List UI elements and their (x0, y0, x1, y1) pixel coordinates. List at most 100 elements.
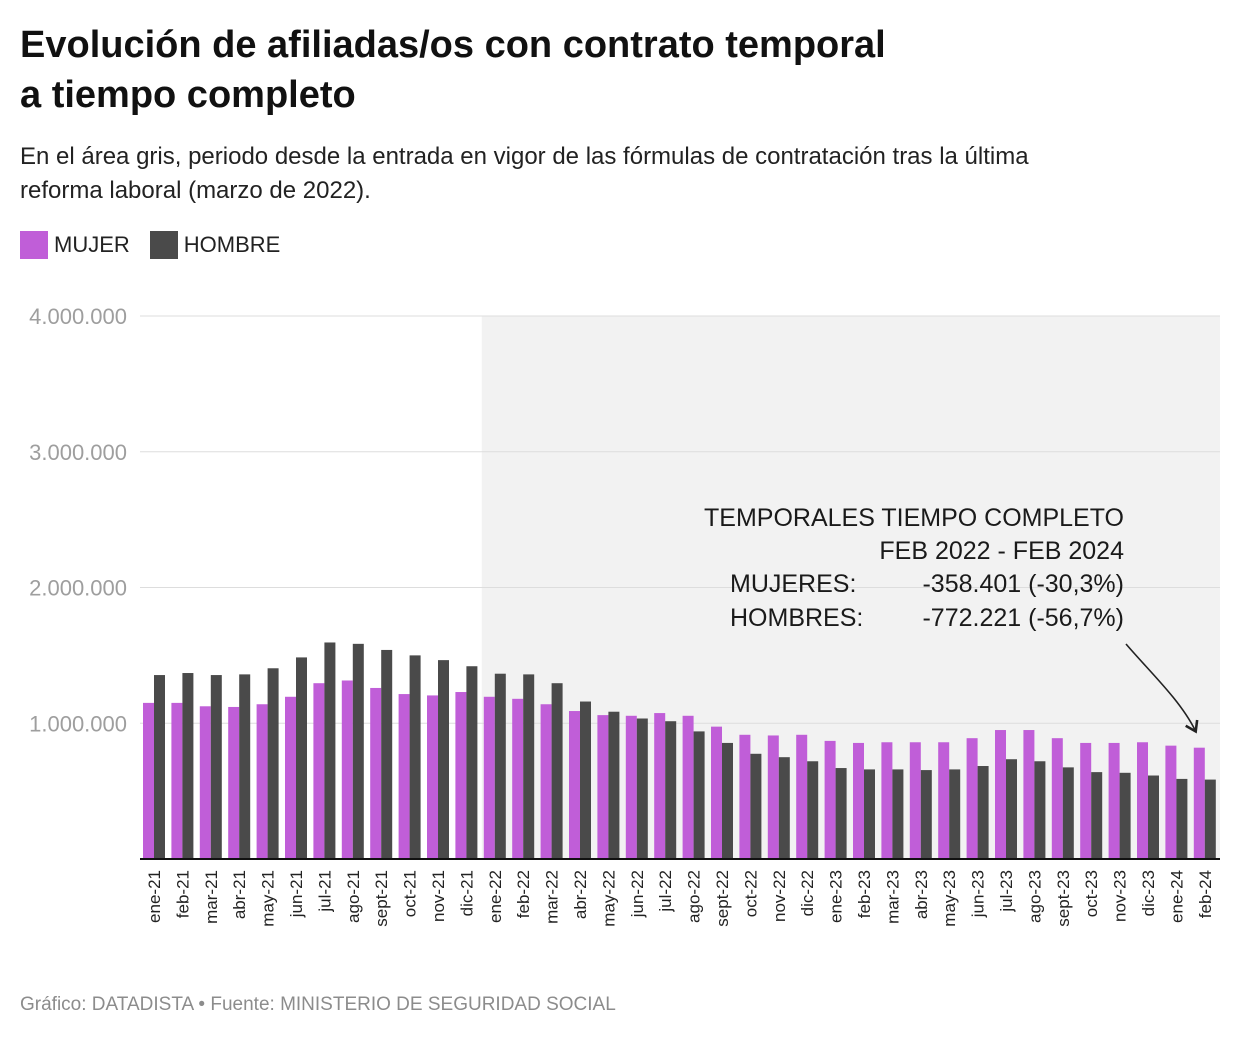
bar-hombre (1148, 775, 1159, 859)
annotation-mujeres-value: -358.401 (-30,3%) (922, 570, 1124, 598)
x-tick-label: feb-24 (1196, 870, 1215, 918)
x-tick-label: oct-21 (401, 870, 420, 917)
annotation: TEMPORALES TIEMPO COMPLETO FEB 2022 - FE… (704, 504, 1199, 734)
annotation-heading: TEMPORALES TIEMPO COMPLETO (704, 504, 1124, 532)
x-tick-label: sept-22 (713, 870, 732, 927)
bar-mujer (682, 715, 694, 859)
bar-mujer (143, 702, 154, 859)
annotation-hombres-value: -772.221 (-56,7%) (922, 604, 1124, 632)
bar-hombre (182, 673, 194, 859)
bar-hombre (1204, 779, 1216, 859)
legend-swatch-mujer (20, 231, 48, 259)
x-tick-label: may-23 (940, 870, 959, 927)
bar-hombre (523, 674, 535, 859)
x-tick-label: mar-22 (543, 870, 562, 924)
bar-hombre (239, 674, 251, 859)
annotation-hombres-label: HOMBRES: (730, 604, 863, 632)
bar-hombre (608, 711, 620, 859)
bar-mujer (370, 687, 382, 859)
bar-mujer (625, 715, 637, 859)
bar-hombre (1034, 761, 1046, 859)
x-tick-label: jul-22 (656, 870, 675, 913)
x-tick-label: sept-23 (1054, 870, 1073, 927)
x-tick-label: sept-21 (372, 870, 391, 927)
x-tick-label: abr-22 (571, 870, 590, 919)
bar-mujer (1080, 742, 1092, 859)
bar-mujer (1165, 745, 1177, 859)
legend: MUJER HOMBRE (20, 230, 300, 260)
x-tick-label: ene-21 (145, 870, 164, 923)
bar-hombre (551, 683, 563, 859)
bar-hombre (835, 768, 847, 859)
bar-hombre (1091, 772, 1103, 859)
bar-hombre (807, 761, 819, 859)
x-tick-label: may-21 (259, 870, 278, 927)
bar-mujer (569, 711, 580, 859)
bar-mujer (739, 734, 751, 859)
x-tick-label: nov-23 (1111, 870, 1130, 922)
x-tick-label: mar-23 (883, 870, 902, 924)
bar-mujer (398, 694, 410, 859)
x-tick-label: ago-23 (1025, 870, 1044, 923)
x-tick-label: nov-22 (770, 870, 789, 922)
bar-mujer (711, 726, 722, 859)
annotation-arrow (1125, 643, 1199, 734)
bar-mujer (171, 702, 183, 859)
bar-hombre (920, 770, 932, 859)
source-footer: Gráfico: DATADISTA • Fuente: MINISTERIO … (20, 994, 616, 1015)
x-tick-label: ago-22 (685, 870, 704, 923)
bar-hombre (352, 643, 364, 859)
y-tick-label: 4.000.000 (29, 304, 127, 329)
bar-hombre (636, 718, 648, 859)
bar-mujer (199, 706, 211, 859)
bar-hombre (267, 668, 279, 859)
bar-mujer (1023, 730, 1035, 859)
bar-mujer (824, 740, 836, 859)
chart-title: Evolución de afiliadas/os con contrato t… (20, 20, 1120, 120)
title-line-2: a tiempo completo (20, 74, 356, 116)
x-tick-label: feb-22 (514, 870, 533, 918)
bar-mujer (654, 713, 666, 859)
bar-hombre (324, 642, 336, 859)
subtitle-line-2: reforma laboral (marzo de 2022). (20, 177, 371, 204)
bar-hombre (864, 769, 875, 859)
x-tick-label: nov-21 (429, 870, 448, 922)
bar-mujer (853, 742, 864, 859)
x-tick-label: abr-23 (912, 870, 931, 919)
bar-mujer (228, 706, 240, 859)
legend-label-mujer: MUJER (54, 232, 130, 257)
bar-mujer (1193, 747, 1205, 859)
bar-chart: 1.000.000 2.000.000 3.000.000 4.000.000 ene… (29, 304, 1220, 927)
y-tick-label: 3.000.000 (29, 440, 127, 465)
bar-mujer (285, 696, 296, 859)
bar-mujer (256, 704, 268, 859)
bar-mujer (540, 704, 552, 859)
bar-mujer (995, 730, 1006, 859)
subtitle-line-1: En el área gris, periodo desde la entrad… (20, 143, 1029, 170)
x-tick-label: abr-21 (230, 870, 249, 919)
y-tick-label: 1.000.000 (29, 711, 127, 736)
title-line-1: Evolución de afiliadas/os con contrato t… (20, 24, 886, 66)
legend-item-mujer: MUJER (20, 231, 130, 259)
bar-hombre (977, 766, 989, 859)
x-tick-label: dic-21 (457, 870, 476, 916)
bar-hombre (722, 742, 733, 859)
x-tick-label: feb-23 (855, 870, 874, 918)
bar-hombre (1176, 778, 1188, 859)
bar-hombre (1006, 759, 1017, 859)
x-tick-label: ene-23 (827, 870, 846, 923)
bar-hombre (296, 657, 307, 859)
chart-subtitle: En el área gris, periodo desde la entrad… (20, 140, 1220, 208)
bar-mujer (938, 742, 950, 859)
x-tick-label: ene-22 (486, 870, 505, 923)
annotation-period: FEB 2022 - FEB 2024 (879, 537, 1124, 565)
bar-mujer (597, 715, 609, 859)
bar-mujer (767, 735, 779, 859)
x-tick-label: dic-22 (798, 870, 817, 916)
x-tick-label: jun-21 (287, 870, 306, 918)
x-tick-label: oct-22 (741, 870, 760, 917)
bar-mujer (966, 738, 978, 859)
bar-mujer (1108, 742, 1120, 859)
bar-mujer (455, 692, 467, 859)
bar-hombre (750, 753, 762, 859)
